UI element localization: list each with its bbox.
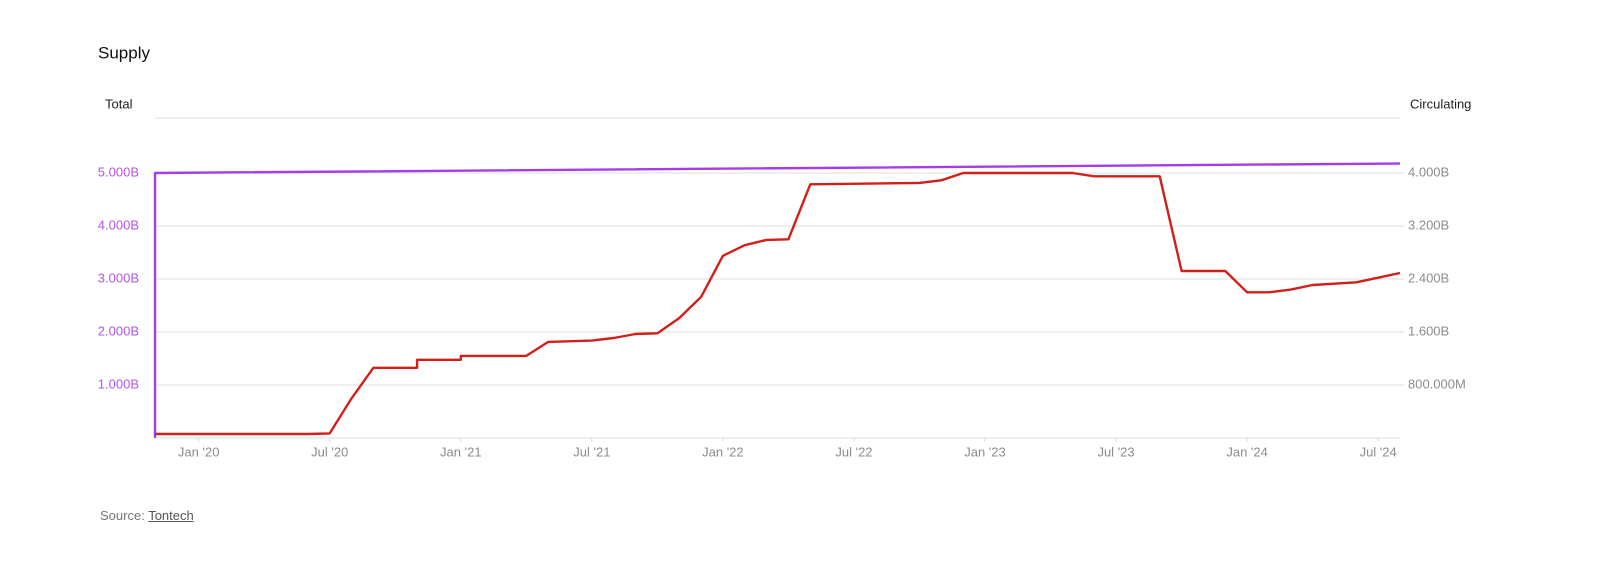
y2-tick-label: 800.000M	[1408, 376, 1466, 391]
y2-tick-label: 1.600B	[1408, 323, 1449, 338]
y2-tick-label: 4.000B	[1408, 164, 1449, 179]
x-tick-label: Jul '20	[311, 444, 348, 459]
x-tick-label: Jan '24	[1226, 444, 1268, 459]
series-line	[155, 171, 1401, 436]
y-axis-label: Total	[105, 96, 133, 111]
chart-title: Supply	[98, 43, 150, 62]
x-tick-label: Jan '20	[178, 444, 220, 459]
y2-axis-label: Circulating	[1410, 96, 1471, 111]
y-tick-label: 2.000B	[98, 323, 139, 338]
x-tick-label: Jul '21	[573, 444, 610, 459]
x-tick-label: Jul '24	[1360, 444, 1397, 459]
source-prefix: Source:	[100, 508, 145, 523]
x-tick-label: Jan '23	[964, 444, 1006, 459]
chart: Supply Total Circulating 1.000B 2.000B 3.0…	[98, 43, 1472, 459]
y2-tick-label: 2.400B	[1408, 270, 1449, 285]
y2-tick-label: 3.200B	[1408, 217, 1449, 232]
x-tick-label: Jul '22	[835, 444, 872, 459]
y-tick-label: 5.000B	[98, 164, 139, 179]
y-tick-label: 3.000B	[98, 270, 139, 285]
series-line	[153, 162, 1401, 438]
source-link[interactable]: Tontech	[148, 508, 194, 523]
source: Source: Tontech	[100, 508, 194, 523]
y-tick-label: 1.000B	[98, 376, 139, 391]
x-tick-label: Jan '21	[440, 444, 482, 459]
y-tick-label: 4.000B	[98, 217, 139, 232]
x-tick-label: Jan '22	[702, 444, 744, 459]
x-tick-label: Jul '23	[1097, 444, 1134, 459]
